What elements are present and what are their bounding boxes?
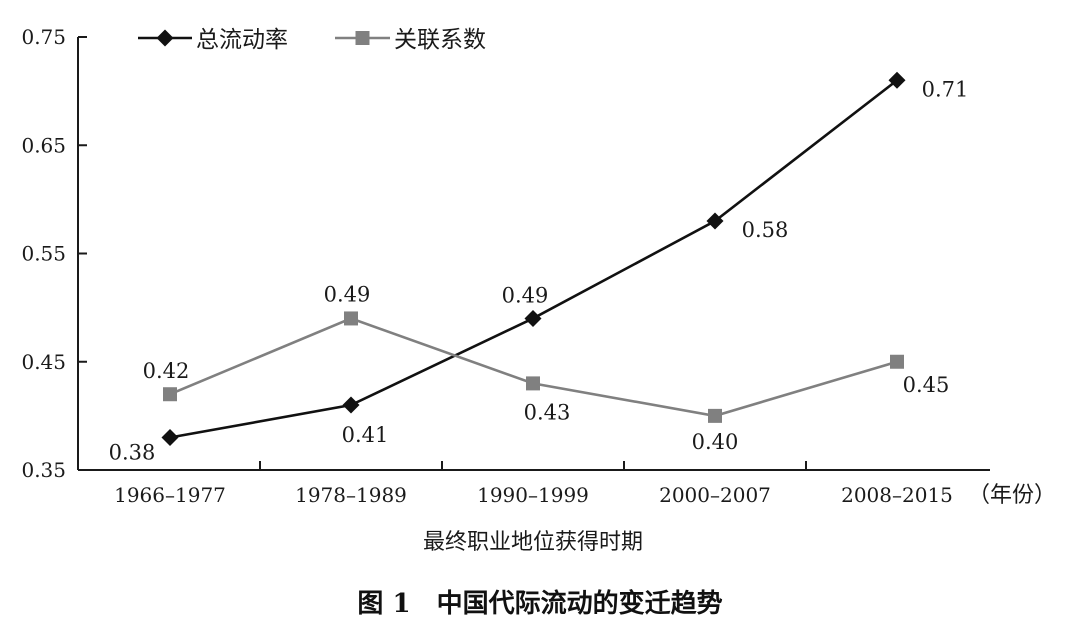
y-tick-label: 0.35 <box>21 458 66 482</box>
data-point-diamond <box>706 212 724 230</box>
axes: 0.35 0.45 0.55 0.65 0.75 1966–1977 1978–1989 19… <box>21 25 990 507</box>
y-tick-label: 0.65 <box>21 133 66 157</box>
data-label: 0.41 <box>342 423 389 447</box>
figure-caption: 图 1 中国代际流动的变迁趋势 <box>357 588 722 619</box>
data-label: 0.71 <box>922 77 969 101</box>
legend-label: 关联系数 <box>394 27 486 53</box>
data-label: 0.38 <box>109 441 156 465</box>
y-tick-label: 0.45 <box>21 350 66 374</box>
data-label: 0.58 <box>742 218 789 242</box>
series-layer <box>161 71 906 447</box>
legend: 总流动率 关联系数 <box>138 27 486 53</box>
series-2 <box>163 311 904 423</box>
data-label: 0.43 <box>524 400 571 424</box>
legend-label: 总流动率 <box>196 27 288 53</box>
data-label: 0.42 <box>143 359 190 383</box>
data-point-square <box>355 31 370 45</box>
x-tick-label: 2000–2007 <box>659 483 771 507</box>
y-tick-label: 0.55 <box>21 242 66 266</box>
data-point-diamond <box>342 396 360 414</box>
data-label: 0.49 <box>502 283 549 307</box>
x-tick-label: 2008–2015 <box>841 483 953 507</box>
data-point-diamond <box>161 429 179 447</box>
data-label: 0.45 <box>903 373 950 397</box>
data-point-square <box>526 376 540 391</box>
data-point-square <box>163 387 177 402</box>
series-1 <box>161 71 906 447</box>
data-point-square <box>890 354 904 369</box>
data-point-diamond <box>156 29 174 47</box>
data-label: 0.49 <box>324 282 371 306</box>
data-point-diamond <box>524 309 542 327</box>
data-label: 0.40 <box>692 430 739 454</box>
data-point-diamond <box>888 71 906 89</box>
data-point-square <box>344 311 358 326</box>
legend-item-1: 总流动率 <box>138 27 288 53</box>
data-labels: 0.38 0.41 0.49 0.58 0.71 0.42 0.49 0.43 0.40 0.45 <box>109 77 969 464</box>
x-axis-unit: （年份） <box>968 483 1056 508</box>
x-tick-label: 1978–1989 <box>295 483 407 507</box>
legend-item-2: 关联系数 <box>335 27 486 53</box>
y-tick-label: 0.75 <box>21 25 66 49</box>
x-tick-label: 1990–1999 <box>477 483 589 507</box>
x-axis-title: 最终职业地位获得时期 <box>423 530 643 555</box>
data-point-square <box>708 408 722 423</box>
x-tick-label: 1966–1977 <box>114 483 226 507</box>
